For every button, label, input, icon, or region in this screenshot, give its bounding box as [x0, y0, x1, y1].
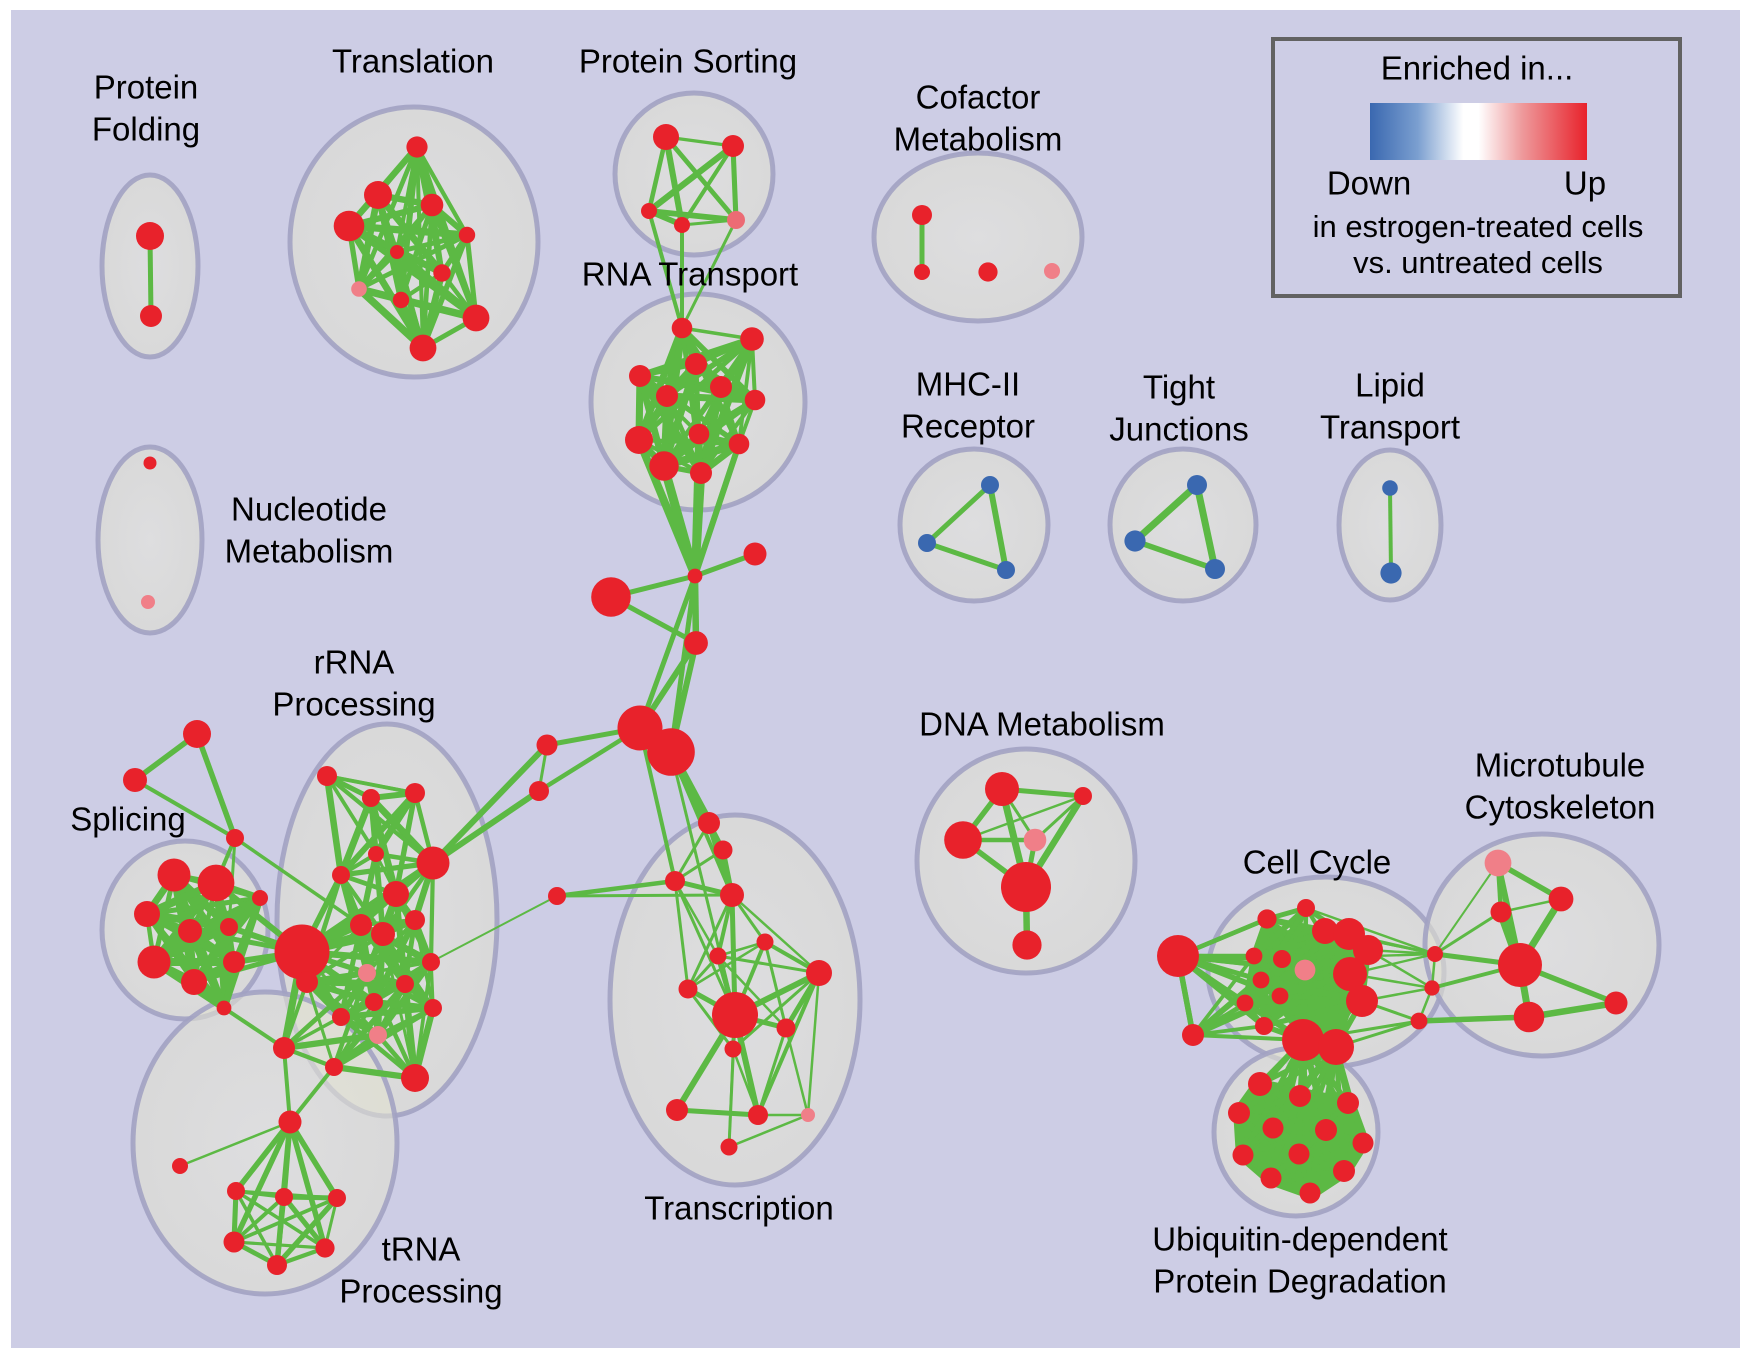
svg-text:Protein Sorting: Protein Sorting	[579, 43, 797, 80]
svg-text:Metabolism: Metabolism	[225, 533, 394, 570]
svg-text:Ubiquitin-dependent: Ubiquitin-dependent	[1152, 1221, 1447, 1258]
svg-text:Transport: Transport	[1320, 409, 1460, 446]
svg-text:tRNA: tRNA	[382, 1231, 461, 1268]
svg-text:Lipid: Lipid	[1355, 367, 1425, 404]
svg-text:Up: Up	[1564, 165, 1606, 202]
svg-text:Receptor: Receptor	[901, 408, 1035, 445]
svg-text:Enriched in...: Enriched in...	[1381, 50, 1574, 87]
svg-text:Cytoskeleton: Cytoskeleton	[1465, 789, 1656, 826]
svg-text:Folding: Folding	[92, 111, 200, 148]
svg-text:Tight: Tight	[1143, 369, 1215, 406]
svg-text:Cell Cycle: Cell Cycle	[1243, 844, 1392, 881]
svg-text:Junctions: Junctions	[1109, 411, 1248, 448]
svg-text:Microtubule: Microtubule	[1475, 747, 1646, 784]
svg-text:Down: Down	[1327, 165, 1411, 202]
svg-text:Translation: Translation	[332, 43, 494, 80]
svg-text:in estrogen-treated cells: in estrogen-treated cells	[1313, 209, 1644, 244]
svg-text:DNA Metabolism: DNA Metabolism	[919, 706, 1165, 743]
svg-text:Protein Degradation: Protein Degradation	[1153, 1263, 1447, 1300]
svg-text:rRNA: rRNA	[314, 644, 395, 681]
svg-text:RNA Transport: RNA Transport	[582, 256, 798, 293]
svg-text:Protein: Protein	[94, 69, 199, 106]
svg-text:Metabolism: Metabolism	[894, 121, 1063, 158]
svg-text:MHC-II: MHC-II	[916, 366, 1020, 403]
svg-text:Cofactor: Cofactor	[916, 79, 1041, 116]
svg-text:Nucleotide: Nucleotide	[231, 491, 387, 528]
svg-text:Splicing: Splicing	[70, 801, 186, 838]
svg-text:Transcription: Transcription	[644, 1190, 834, 1227]
svg-text:Processing: Processing	[339, 1273, 502, 1310]
svg-text:Processing: Processing	[272, 686, 435, 723]
svg-text:vs. untreated cells: vs. untreated cells	[1353, 245, 1603, 280]
